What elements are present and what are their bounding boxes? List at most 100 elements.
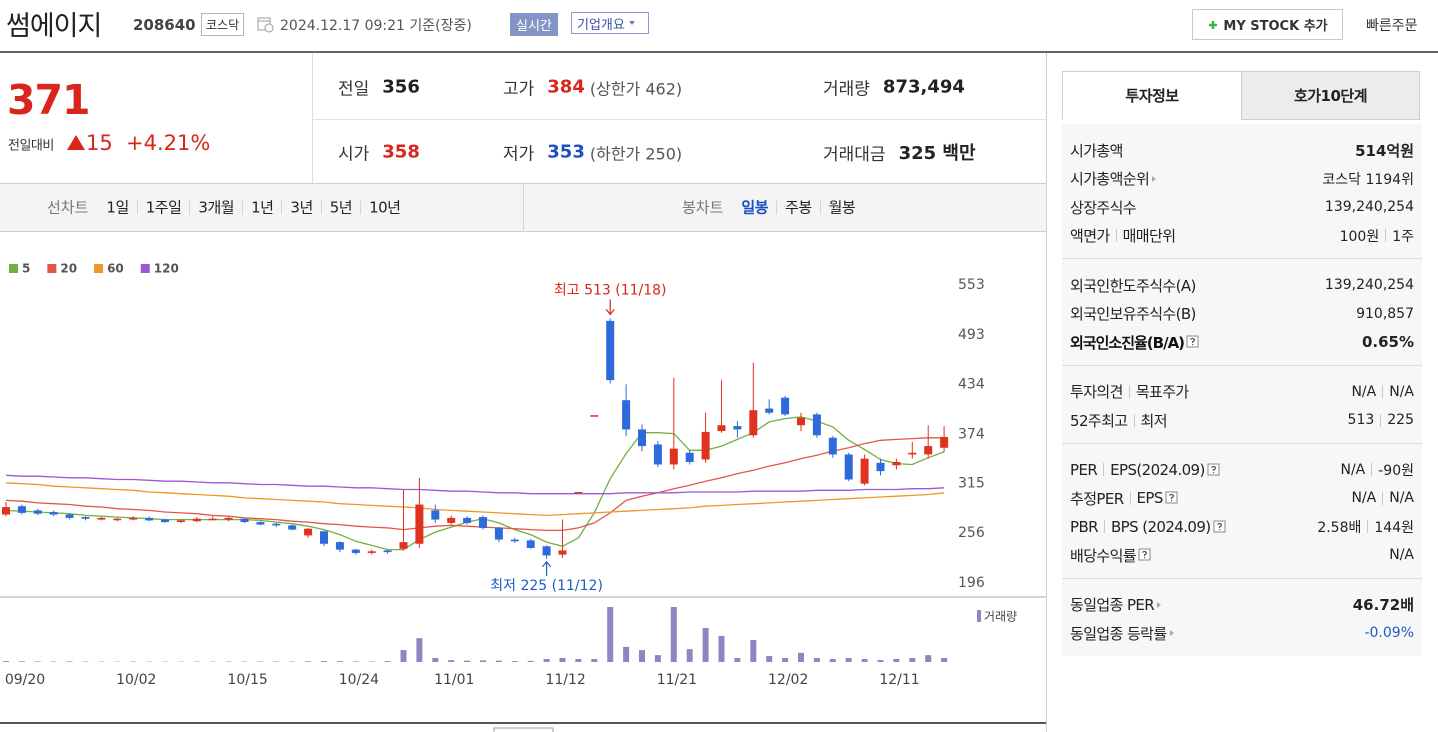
arrow-icon[interactable] — [1149, 173, 1159, 185]
info-label: 최저 — [1140, 411, 1168, 430]
info-label: 상장주식수 — [1070, 198, 1137, 217]
volume-bar — [305, 661, 312, 662]
y-tick-label: 196 — [958, 575, 985, 591]
mystock-button[interactable]: MY STOCK 추가 — [1192, 9, 1343, 40]
info-row: PER EPS(2024.09) N/A -90원 — [1062, 456, 1422, 485]
x-tick-label: 11/21 — [657, 672, 697, 688]
divider — [1382, 385, 1384, 399]
help-icon[interactable] — [1205, 463, 1221, 477]
stat-label: 전일 — [338, 79, 370, 100]
legend-label: 20 — [60, 262, 77, 276]
divider — [1385, 229, 1387, 243]
help-icon[interactable] — [1163, 491, 1179, 505]
stat-value: 353 — [547, 141, 585, 163]
help-icon[interactable] — [1211, 520, 1227, 534]
legend-label: 60 — [107, 262, 124, 276]
volume-bar — [670, 607, 677, 662]
info-tab[interactable]: 호가10단계 — [1241, 71, 1420, 120]
stat-value: 384 — [547, 76, 585, 98]
candle-body — [510, 539, 519, 542]
candle-body — [415, 504, 424, 544]
info-value: N/A — [1389, 547, 1414, 564]
volume-bar — [432, 658, 439, 662]
info-label: 52주최고 — [1070, 411, 1128, 430]
tab[interactable]: 3년 — [281, 200, 320, 215]
candle-body — [288, 525, 297, 530]
company-button[interactable]: 기업개요 — [571, 12, 649, 34]
plus-icon — [1209, 20, 1218, 29]
tab[interactable]: 일봉 — [741, 198, 769, 216]
candle-body — [638, 429, 646, 447]
candle-body — [542, 546, 551, 556]
candle-body — [765, 408, 774, 413]
candle-body — [812, 414, 821, 436]
stat-label: 거래대금 — [823, 144, 886, 165]
info-label: 외국인한도주식수(A) — [1070, 276, 1196, 295]
divider — [1382, 491, 1384, 505]
candle-body — [701, 431, 710, 460]
info-labels: 상장주식수 — [1070, 197, 1137, 218]
volume-bar — [829, 659, 836, 662]
arrow-icon[interactable] — [1167, 627, 1177, 639]
volume-bar — [639, 650, 645, 662]
tab[interactable]: 1일 — [106, 198, 129, 216]
candle-body — [797, 417, 805, 426]
info-label: 배당수익률 — [1070, 546, 1137, 565]
price: 371 — [7, 76, 91, 124]
quick-order[interactable]: 빠른주문 — [1366, 18, 1418, 34]
stat-value: 356 — [382, 76, 420, 98]
candle-body — [145, 517, 154, 521]
info-values: N/A — [1389, 547, 1414, 563]
ma-line — [5, 482, 945, 517]
divider — [1133, 413, 1135, 427]
tab[interactable]: 5년 — [320, 200, 360, 215]
candle-body — [2, 507, 10, 515]
tab[interactable]: 주봉 — [776, 200, 820, 215]
info-group: 외국인한도주식수(A) 139,240,254 외국인보유주식수(B) 910,857… — [1062, 259, 1422, 366]
tab[interactable]: 1주일 — [136, 200, 190, 215]
volume-bar — [909, 658, 916, 662]
volume-bar — [766, 656, 773, 662]
candle-body — [224, 517, 233, 520]
x-tick-label: 12/11 — [879, 672, 919, 688]
stat: 저가 353 (하한가 250) — [503, 140, 682, 165]
info-value: 225 — [1387, 412, 1414, 429]
tab[interactable]: 월봉 — [819, 200, 864, 215]
help-icon[interactable] — [1136, 548, 1152, 562]
tab[interactable]: 3개월 — [189, 200, 242, 215]
volume-legend-swatch — [977, 610, 981, 622]
info-values: 46.72배 — [1353, 594, 1414, 615]
help-icon[interactable] — [1184, 335, 1200, 349]
info-group: 투자의견 목표주가 N/A N/A 52주최고 최저 513 225 — [1062, 366, 1422, 444]
legend-swatch — [140, 264, 150, 273]
stat-value: 873,494 — [882, 76, 965, 98]
info-row: 외국인보유주식수(B) 910,857 — [1062, 300, 1422, 329]
info-label: 시가총액 — [1070, 141, 1123, 160]
volume-bar — [845, 658, 852, 662]
info-row: 52주최고 최저 513 225 — [1062, 406, 1422, 435]
tab[interactable]: 10년 — [360, 200, 408, 215]
info-value: N/A — [1389, 383, 1414, 400]
info-labels: 액면가 매매단위 — [1070, 225, 1176, 246]
volume-bar — [702, 628, 709, 662]
info-label: 액면가 — [1070, 227, 1110, 246]
up-triangle — [67, 135, 85, 150]
info-values: N/A N/A — [1351, 490, 1414, 506]
candle-body — [129, 517, 138, 520]
info-values: 514억원 — [1355, 140, 1414, 161]
arrow-icon[interactable] — [1154, 599, 1164, 611]
candle-body — [908, 452, 917, 455]
realtime-badge[interactable]: 실시간 — [510, 13, 558, 36]
info-values: 0.65% — [1362, 333, 1414, 351]
candle-body — [33, 510, 42, 514]
info-tab[interactable]: 투자정보 — [1062, 71, 1242, 120]
y-tick-label: 553 — [958, 277, 985, 293]
info-value: -0.09% — [1364, 625, 1414, 642]
volume-label: 거래량 — [984, 610, 1017, 624]
tab[interactable]: 1년 — [242, 200, 281, 215]
info-values: N/A N/A — [1351, 384, 1414, 400]
stat-value: 325 백만 — [898, 143, 976, 164]
volume-bar — [511, 661, 518, 662]
info-label: PER — [1070, 460, 1098, 479]
volume-bar — [877, 660, 884, 662]
